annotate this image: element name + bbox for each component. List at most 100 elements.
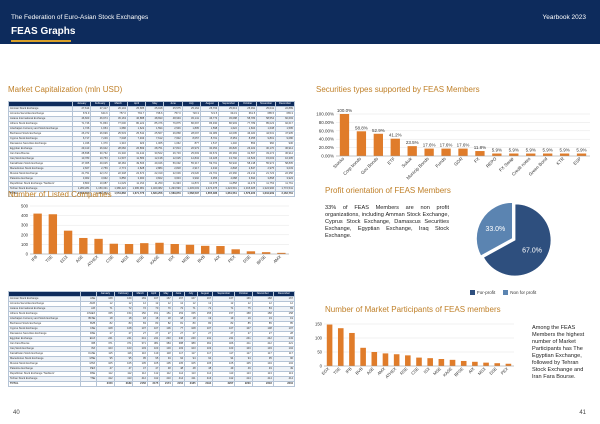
- bar: [475, 151, 485, 156]
- lc-table-row: Macedonian Stock Exchange MSE 95 95 95 95 94 94…: [7, 356, 296, 362]
- listed-companies-chart: 0 100 200 300 400 500 IFB TSE EGX ASE ATHEX CSE MSX R…: [21, 204, 289, 267]
- bar: [231, 249, 240, 254]
- x-tick-label: Sukuk: [401, 156, 414, 169]
- org-name: The Federation of Euro-Asian Stock Excha…: [11, 14, 149, 21]
- x-tick-label: Stocks: [332, 156, 346, 170]
- mc-table-cell: 1,671,776: [126, 191, 147, 197]
- y-tick-label: 100: [21, 242, 29, 247]
- y-tick-label: 50: [317, 350, 322, 355]
- lc-table-cell: 2207: [212, 381, 236, 387]
- mc-table-cell: 1,589,879: [163, 191, 183, 197]
- lc-table-cell: TOTAL: [7, 381, 82, 387]
- page-number-left: 40: [13, 410, 20, 416]
- lc-table-cell: 2154: [171, 381, 186, 387]
- bar: [94, 238, 103, 254]
- bar: [373, 133, 383, 156]
- mc-table-cell: 2,162,761: [275, 191, 295, 197]
- mc-table-cell: 1,655,386: [199, 191, 220, 197]
- lc-table-cell: 2150: [96, 381, 115, 387]
- x-tick-label: Green Bond: [528, 156, 549, 177]
- y-tick-label: 200: [21, 232, 29, 237]
- x-tick-label: AIX: [213, 254, 221, 262]
- x-tick-label: TSE: [44, 254, 53, 263]
- profit-pie-chart: 33.0% 67.0%: [476, 202, 552, 277]
- lc-table-cell: 2189: [113, 381, 134, 387]
- x-tick-label: MSE: [181, 254, 191, 264]
- bar: [483, 362, 489, 366]
- data-label: 17.6%: [457, 143, 470, 148]
- legend-swatch-for-profit: [470, 290, 475, 296]
- lc-table-cell: 2204: [272, 381, 296, 387]
- x-tick-label: KASE: [442, 366, 454, 378]
- data-label: 17.6%: [440, 143, 453, 148]
- legend-non-profit: Non for profit: [503, 290, 536, 296]
- x-tick-label: MSE: [432, 366, 442, 376]
- x-tick-label: ETF: [386, 156, 396, 166]
- pie-slice: [482, 203, 552, 277]
- bar: [124, 244, 134, 254]
- bar: [261, 252, 271, 254]
- bar: [509, 153, 519, 156]
- x-tick-label: MSX: [120, 254, 130, 264]
- bar: [438, 359, 445, 366]
- data-label: 5.9%: [559, 148, 569, 153]
- bar: [185, 244, 195, 254]
- legend-for-profit: For-profit: [470, 290, 496, 296]
- data-label: 23.5%: [406, 140, 419, 145]
- lc-table-cell: [80, 381, 98, 387]
- y-tick-label: 0: [26, 252, 29, 257]
- data-label: 5.9%: [509, 148, 519, 153]
- bar: [543, 153, 553, 156]
- mc-table-cell: 1,661,561: [218, 191, 239, 197]
- y-tick-label: 60.00%: [319, 128, 334, 133]
- legend-label-for-profit: For-profit: [477, 290, 496, 295]
- page-number-right: 41: [579, 410, 586, 416]
- mc-table-cell: 1,684,256: [145, 191, 165, 197]
- x-tick-label: IFB: [345, 366, 353, 374]
- x-tick-label: ASE: [75, 254, 85, 264]
- bar: [559, 153, 570, 156]
- bar: [526, 153, 536, 156]
- bar: [170, 244, 179, 254]
- mc-table-row: Macedonian Stock Exchange 2,667 2,759 2,774…: [7, 166, 295, 172]
- bar: [360, 347, 366, 366]
- x-tick-label: GDR: [453, 156, 464, 167]
- bar: [201, 245, 210, 254]
- bar: [63, 230, 73, 254]
- securities-chart: 0.00% 20.00% 40.00% 60.00% 80.00% 100.00%100.…: [316, 108, 590, 181]
- x-tick-label: BVB: [196, 254, 206, 264]
- yearbook-label: Yearbook 2023: [542, 14, 587, 21]
- bar: [79, 237, 88, 254]
- bar: [494, 363, 501, 366]
- bar: [246, 251, 256, 254]
- mc-table-cell: 1,568,597: [181, 191, 201, 197]
- mc-table-cell: 1,576,223: [237, 191, 258, 197]
- bar: [216, 246, 225, 254]
- listed-companies-table: January February March April May June July Augu…: [7, 291, 296, 387]
- bar: [339, 114, 350, 156]
- x-tick-label: CSE: [105, 254, 115, 264]
- y-tick-label: 100: [315, 336, 323, 341]
- x-tick-label: EGX: [321, 366, 331, 376]
- bar: [458, 148, 468, 156]
- x-tick-label: ASE: [366, 366, 376, 376]
- data-label: 52.9%: [372, 128, 385, 133]
- x-tick-label: PEX: [500, 366, 510, 376]
- y-tick-label: 400: [21, 213, 29, 218]
- y-tick-label: 500: [21, 204, 29, 209]
- bar: [424, 148, 434, 156]
- data-label: 100.0%: [337, 108, 352, 113]
- x-tick-label: KASE: [149, 254, 161, 266]
- pie-slice: [476, 202, 513, 257]
- bar: [427, 358, 433, 366]
- lc-table-cell: 2174: [159, 381, 173, 387]
- bar: [460, 360, 467, 366]
- mc-table-cell: 1,554,866: [108, 191, 128, 197]
- bar: [140, 243, 149, 254]
- bar: [416, 357, 422, 366]
- bar: [349, 332, 355, 366]
- profit-text: 33% of FEAS Members are non profit organ…: [325, 205, 449, 239]
- bar: [393, 354, 400, 366]
- mc-table-row: Amman Stock Exchange 27,614 27,417 26,104 25…: [7, 106, 295, 112]
